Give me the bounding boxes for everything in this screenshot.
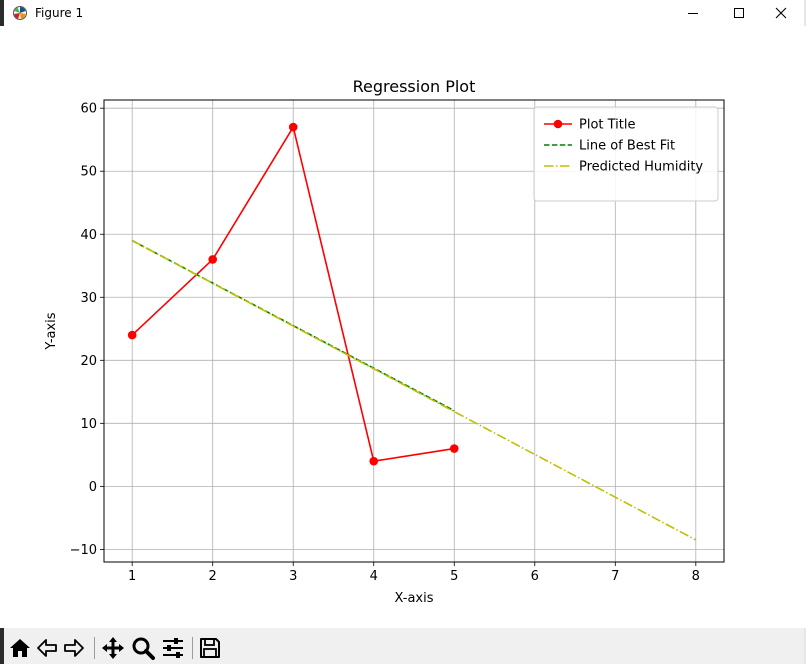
x-tick-label: 3 — [289, 569, 297, 584]
legend-label: Plot Title — [579, 118, 636, 133]
toolbar-separator — [192, 637, 193, 659]
legend: Plot Title Line of Best Fit Predicted Humi… — [533, 106, 719, 202]
zoom-icon — [132, 637, 155, 660]
configure-subplots-icon — [163, 638, 183, 658]
minimize-icon — [688, 13, 698, 14]
y-tick-label: 20 — [80, 354, 97, 369]
x-tick-label: 4 — [370, 569, 378, 584]
plot-lines — [127, 122, 697, 541]
pan-icon — [102, 637, 124, 659]
x-tick-label: 8 — [692, 569, 700, 584]
close-icon — [775, 7, 787, 19]
legend-marker — [553, 119, 563, 129]
window-title: Figure 1 — [35, 6, 84, 20]
home-button[interactable] — [8, 636, 32, 660]
legend-label: Predicted Humidity — [579, 160, 703, 175]
pan-button[interactable] — [101, 636, 125, 660]
minimize-button[interactable] — [670, 0, 716, 26]
y-tick-label: 40 — [80, 228, 97, 243]
x-axis-label: X-axis — [395, 591, 434, 606]
save-icon — [200, 638, 220, 658]
back-button[interactable] — [35, 636, 59, 660]
forward-icon — [64, 639, 84, 657]
matplotlib-app-icon — [13, 6, 27, 20]
y-tick-label: −10 — [70, 543, 97, 558]
figure-canvas[interactable]: 1 2 3 4 5 6 7 8 −10 0 10 20 30 40 50 60 Regression Plot… — [0, 26, 806, 628]
maximize-icon — [734, 8, 744, 18]
x-tick-label: 7 — [611, 569, 619, 584]
data-point — [449, 444, 459, 453]
zoom-button[interactable] — [131, 636, 155, 660]
chart-title: Regression Plot — [353, 77, 476, 96]
y-tick-label: 30 — [80, 291, 97, 306]
configure-subplots-button[interactable] — [161, 636, 185, 660]
x-tick-label: 1 — [128, 569, 136, 584]
axis-ticks: 1 2 3 4 5 6 7 8 −10 0 10 20 30 40 50 60 — [70, 102, 700, 584]
back-icon — [37, 639, 57, 657]
legend-label: Line of Best Fit — [579, 139, 675, 154]
home-icon — [10, 639, 30, 657]
title-bar: Figure 1 — [4, 0, 804, 26]
x-tick-label: 6 — [531, 569, 539, 584]
axes-frame — [103, 99, 725, 563]
y-tick-label: 50 — [80, 165, 97, 180]
y-tick-label: 10 — [80, 417, 97, 432]
toolbar-separator — [94, 637, 95, 659]
series-line-3 — [131, 239, 697, 541]
data-point — [369, 456, 379, 466]
save-button[interactable] — [198, 636, 222, 660]
data-point — [127, 330, 137, 340]
x-tick-label: 5 — [450, 569, 458, 584]
y-tick-label: 0 — [89, 480, 97, 495]
legend-box — [533, 106, 719, 202]
forward-button[interactable] — [62, 636, 86, 660]
y-axis-label: Y-axis — [44, 312, 59, 350]
navigation-toolbar — [4, 628, 804, 664]
x-tick-label: 2 — [209, 569, 217, 584]
y-tick-label: 60 — [80, 102, 97, 117]
data-point — [208, 255, 218, 264]
maximize-button[interactable] — [716, 0, 762, 26]
data-point — [288, 122, 298, 132]
close-button[interactable] — [758, 0, 804, 26]
